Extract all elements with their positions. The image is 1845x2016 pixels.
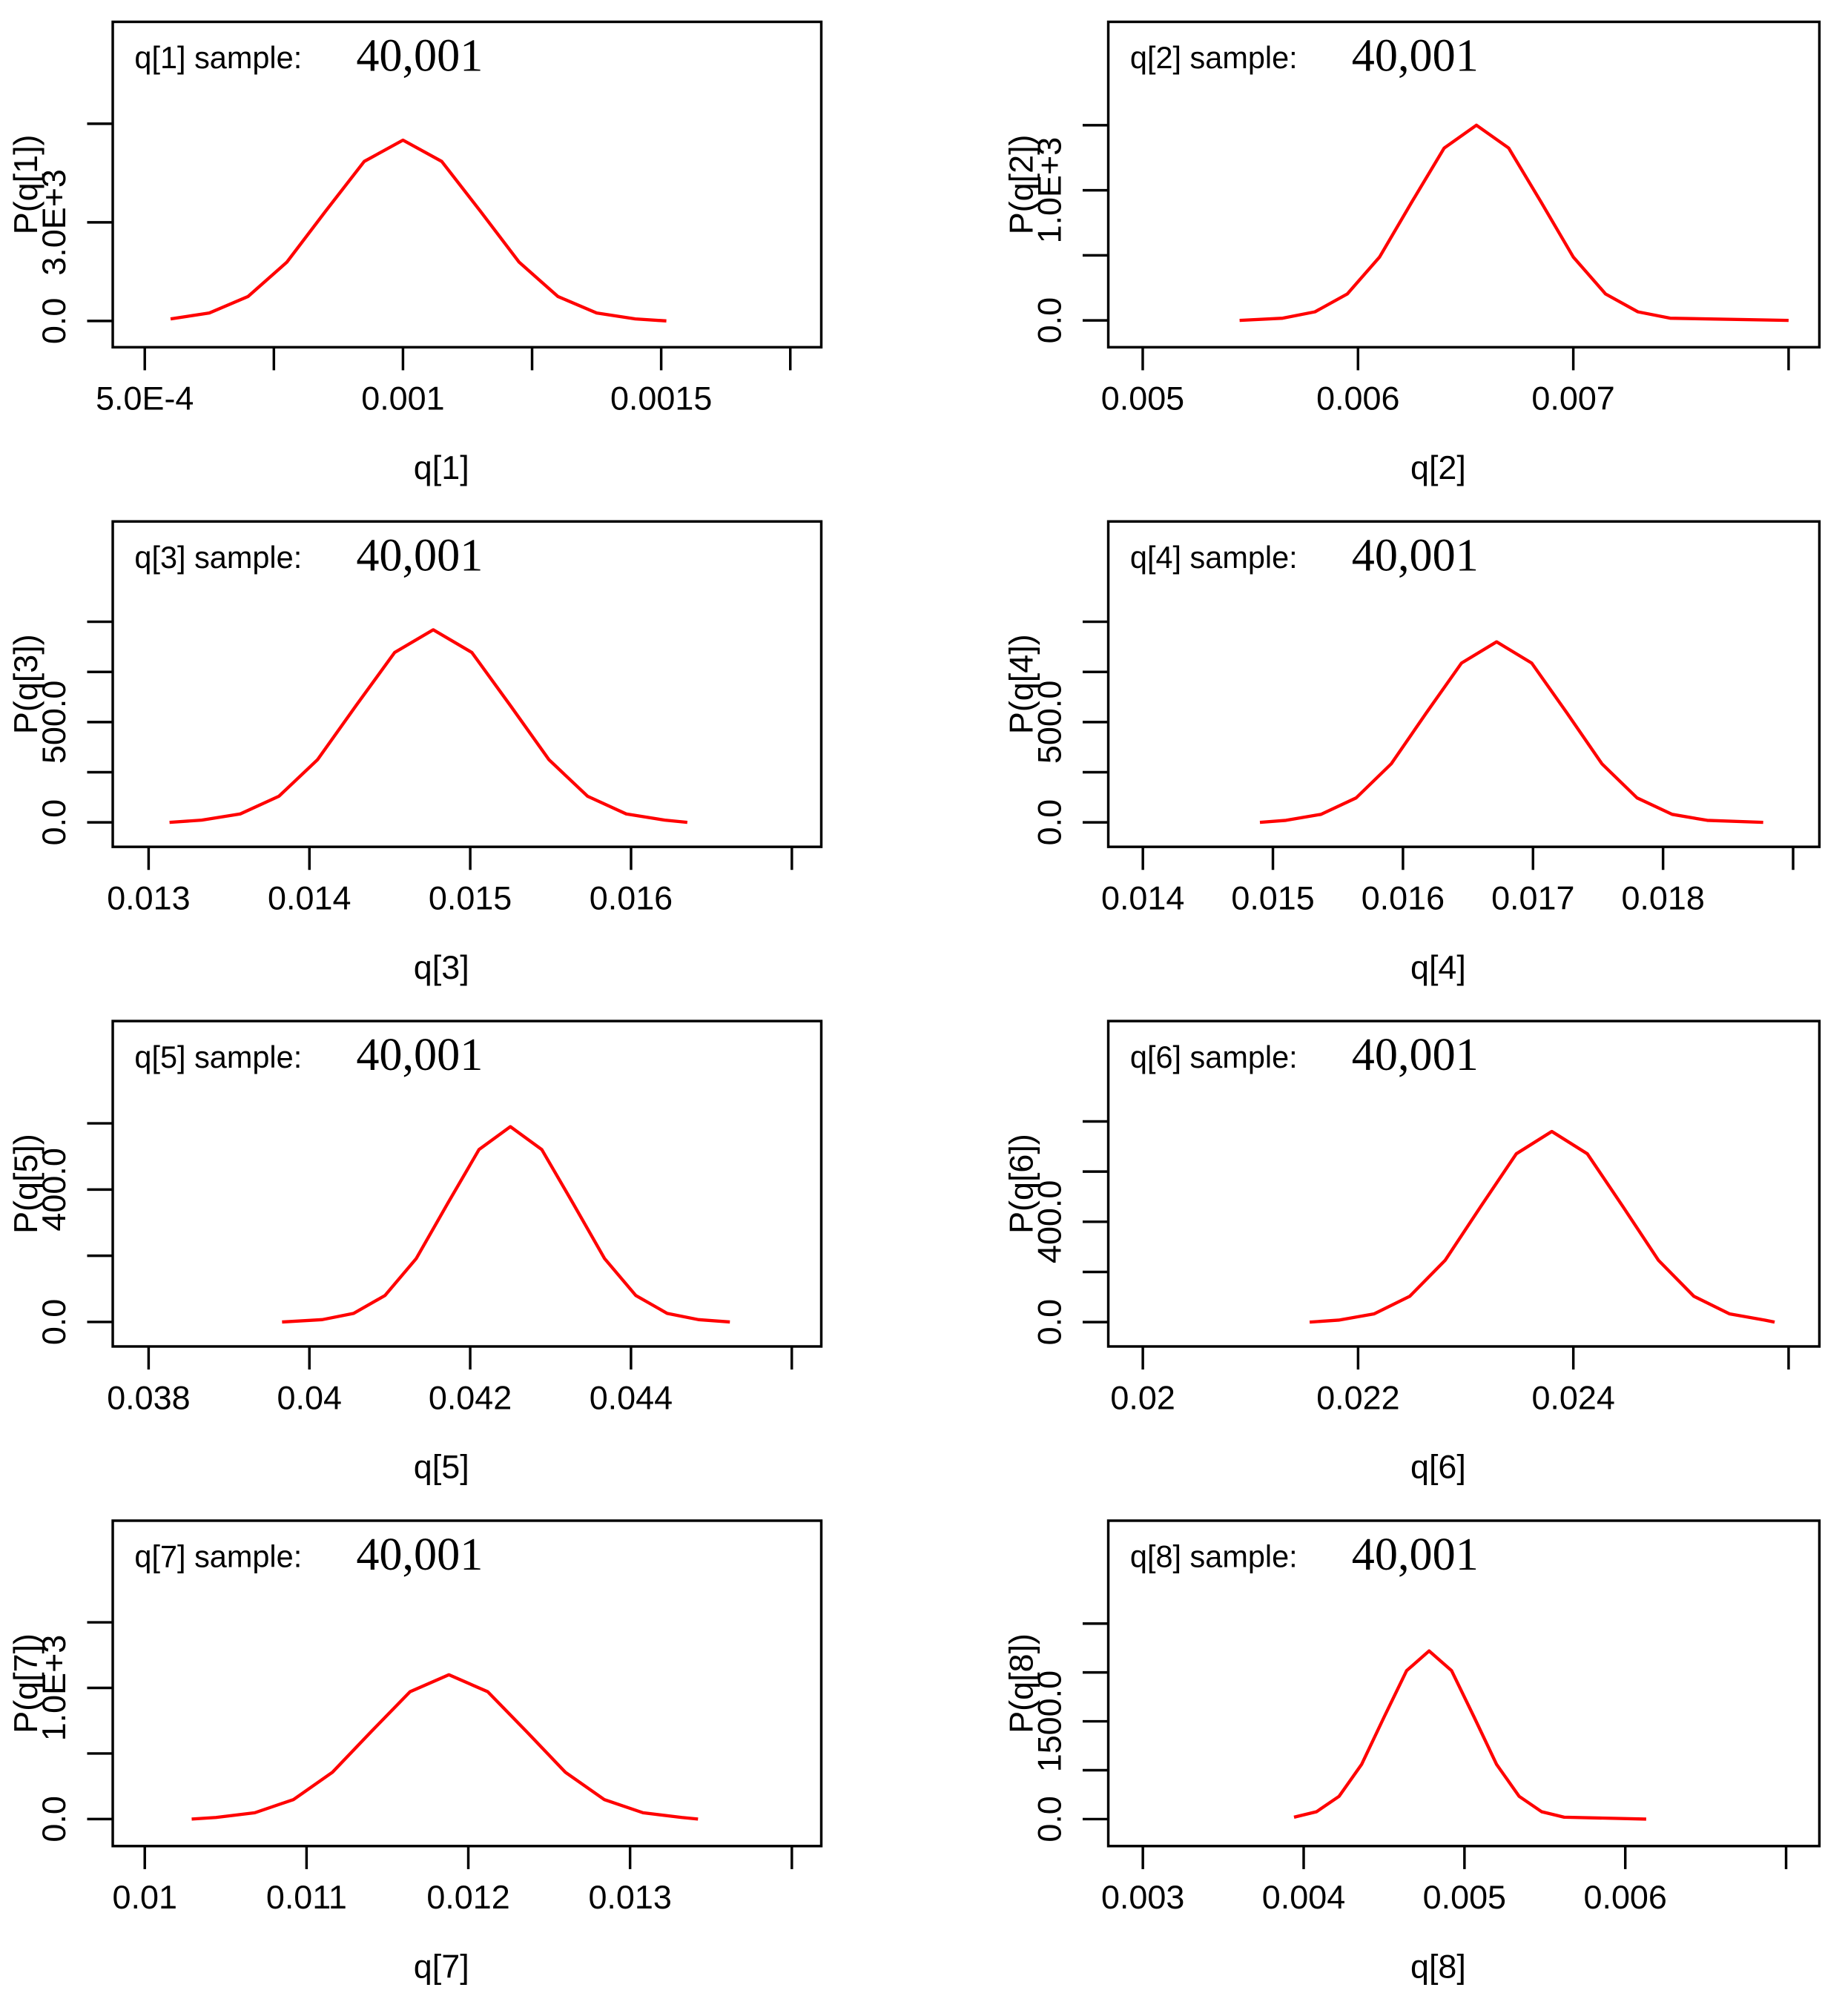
panel-title: q[4] sample: <box>1130 540 1298 575</box>
y-tick-label: 0.0 <box>1030 1796 1068 1842</box>
x-tick-label: 0.042 <box>429 1378 512 1416</box>
y-axis-label: P(q[4]) <box>1002 634 1040 734</box>
y-axis-label: P(q[3]) <box>7 634 44 734</box>
x-axis-label: q[3] <box>414 948 469 986</box>
sample-count: 40,001 <box>356 1030 483 1080</box>
y-tick-label: 1.0E+3 <box>1030 137 1068 244</box>
plot-frame <box>111 20 823 349</box>
x-tick-label: 0.044 <box>590 1378 673 1416</box>
y-tick-label: 0.0 <box>1030 1299 1068 1345</box>
x-tick-label: 0.024 <box>1531 1378 1614 1416</box>
x-tick-label: 0.007 <box>1531 380 1614 417</box>
x-axis-label: q[7] <box>414 1948 469 1986</box>
y-tick-label: 500.0 <box>35 681 73 764</box>
x-tick-label: 0.006 <box>1316 380 1399 417</box>
x-tick-label: 0.022 <box>1316 1378 1399 1416</box>
y-tick-label: 3.0E+3 <box>35 169 73 276</box>
x-tick-label: 0.018 <box>1621 879 1704 917</box>
x-tick-label: 0.004 <box>1262 1878 1345 1916</box>
x-tick-label: 0.005 <box>1101 380 1184 417</box>
x-tick-label: 0.016 <box>1362 879 1445 917</box>
plot-frame <box>111 520 823 848</box>
x-tick-label: 0.016 <box>590 879 673 917</box>
sample-count: 40,001 <box>356 1530 483 1580</box>
x-tick-label: 0.012 <box>426 1878 509 1916</box>
sample-count: 40,001 <box>1352 31 1479 82</box>
density-curve <box>1239 123 1789 323</box>
x-tick-label: 0.014 <box>268 879 351 917</box>
y-axis-label: P(q[8]) <box>1002 1633 1040 1734</box>
x-tick-label: 0.02 <box>1110 1378 1175 1416</box>
panel-title: q[3] sample: <box>134 540 302 575</box>
panel-title: q[6] sample: <box>1130 1040 1298 1074</box>
plot-frame <box>1106 1019 1821 1348</box>
x-tick-label: 0.014 <box>1101 879 1184 917</box>
y-axis-label: P(q[7]) <box>7 1633 44 1734</box>
density-curve <box>282 1125 730 1324</box>
y-tick-label: 0.0 <box>35 799 73 845</box>
y-axis-label: P(q[5]) <box>7 1134 44 1234</box>
density-curve <box>169 628 688 824</box>
x-tick-label: 0.013 <box>588 1878 671 1916</box>
y-tick-label: 400.0 <box>35 1148 73 1231</box>
y-tick-label: 1500.0 <box>1030 1670 1068 1772</box>
panel-title: q[7] sample: <box>134 1539 302 1574</box>
plot-frame <box>111 1019 823 1348</box>
x-axis-label: q[4] <box>1410 948 1466 986</box>
y-tick-label: 0.0 <box>1030 297 1068 343</box>
plot-frame <box>111 1519 823 1848</box>
x-tick-label: 0.01 <box>113 1878 177 1916</box>
y-axis-label: P(q[6]) <box>1002 1134 1040 1234</box>
density-curve <box>170 138 667 323</box>
x-tick-label: 0.011 <box>266 1878 347 1916</box>
x-axis-label: q[8] <box>1410 1948 1466 1986</box>
x-axis-label: q[6] <box>1410 1448 1466 1486</box>
x-tick-label: 0.015 <box>429 879 512 917</box>
y-axis-label: P(q[2]) <box>1002 135 1040 235</box>
x-tick-label: 0.0015 <box>610 380 712 417</box>
y-tick-label: 1.0E+3 <box>35 1635 73 1742</box>
x-tick-label: 0.015 <box>1231 879 1314 917</box>
y-tick-label: 400.0 <box>1030 1180 1068 1263</box>
y-tick-label: 0.0 <box>35 1796 73 1842</box>
y-axis-label: P(q[1]) <box>7 135 44 235</box>
x-tick-label: 0.003 <box>1101 1878 1184 1916</box>
x-axis-label: q[1] <box>414 449 469 486</box>
density-curve <box>191 1673 699 1821</box>
plot-frame <box>1106 20 1821 349</box>
y-tick-label: 0.0 <box>35 298 73 344</box>
sample-count: 40,001 <box>356 31 483 82</box>
panel-title: q[8] sample: <box>1130 1539 1298 1574</box>
panel-title: q[1] sample: <box>134 40 302 75</box>
y-tick-label: 0.0 <box>35 1299 73 1345</box>
x-tick-label: 0.001 <box>361 380 444 417</box>
sample-count: 40,001 <box>1352 1030 1479 1080</box>
x-axis-label: q[5] <box>414 1448 469 1486</box>
x-axis-label: q[2] <box>1410 449 1466 486</box>
x-tick-label: 0.04 <box>277 1378 342 1416</box>
sample-count: 40,001 <box>356 530 483 581</box>
density-curve <box>1259 640 1763 824</box>
x-tick-label: 0.006 <box>1584 1878 1667 1916</box>
x-tick-label: 0.013 <box>107 879 190 917</box>
y-tick-label: 0.0 <box>1030 799 1068 845</box>
sample-count: 40,001 <box>1352 530 1479 581</box>
density-curve <box>1293 1649 1646 1821</box>
x-tick-label: 0.017 <box>1491 879 1574 917</box>
density-curve <box>1309 1129 1775 1324</box>
x-tick-label: 0.005 <box>1423 1878 1506 1916</box>
plot-frame <box>1106 520 1821 848</box>
panel-title: q[5] sample: <box>134 1040 302 1074</box>
panel-title: q[2] sample: <box>1130 40 1298 75</box>
x-tick-label: 0.038 <box>107 1378 190 1416</box>
x-tick-label: 5.0E-4 <box>96 380 194 417</box>
sample-count: 40,001 <box>1352 1530 1479 1580</box>
y-tick-label: 500.0 <box>1030 681 1068 764</box>
